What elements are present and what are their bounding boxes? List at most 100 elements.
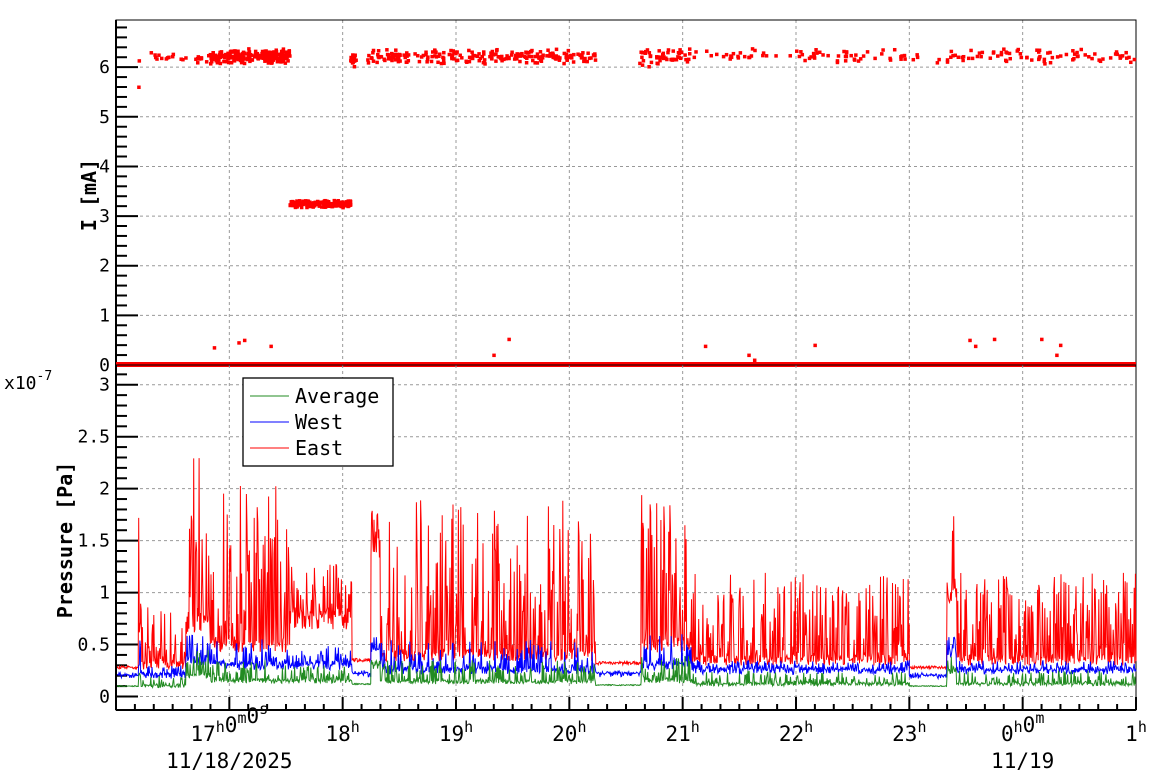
- current-point: [273, 56, 277, 61]
- current-point: [464, 59, 468, 64]
- current-point: [1019, 55, 1024, 60]
- time-tick-value: 0: [225, 713, 238, 737]
- current-point: [437, 54, 441, 58]
- current-point: [467, 59, 472, 64]
- time-tick-value: 21: [666, 722, 691, 746]
- current-point: [1124, 56, 1129, 60]
- current-point: [953, 53, 958, 58]
- current-point: [531, 58, 535, 63]
- current-point: [761, 51, 766, 55]
- current-point: [1129, 60, 1133, 65]
- current-point: [999, 52, 1004, 57]
- current-point: [527, 54, 531, 59]
- current-point: [263, 59, 267, 63]
- current-point: [815, 51, 819, 55]
- current-point: [549, 54, 553, 58]
- current-point: [346, 200, 350, 204]
- current-point: [945, 60, 950, 64]
- current-point: [687, 52, 692, 56]
- current-point: [585, 59, 589, 64]
- current-point: [469, 56, 473, 60]
- time-tick-unit: h: [216, 718, 225, 736]
- current-point: [137, 59, 142, 63]
- current-point: [437, 52, 442, 56]
- current-point: [383, 58, 387, 63]
- time-tick-value: 0: [1023, 713, 1036, 737]
- current-point: [211, 50, 215, 55]
- current-outlier-point: [813, 343, 817, 348]
- current-point: [234, 56, 238, 61]
- current-point: [371, 59, 376, 63]
- current-point: [512, 57, 517, 61]
- current-point: [996, 54, 1000, 58]
- current-point: [761, 53, 765, 58]
- current-point: [352, 59, 357, 63]
- time-tick-label: 23h: [892, 718, 926, 746]
- current-point: [366, 61, 371, 65]
- current-point: [347, 204, 351, 208]
- current-point: [246, 57, 250, 62]
- current-point: [980, 50, 985, 55]
- current-point: [811, 51, 816, 56]
- current-point: [513, 53, 518, 58]
- current-point: [287, 49, 292, 53]
- current-point: [194, 57, 198, 62]
- current-point: [255, 55, 259, 59]
- current-point: [331, 201, 336, 206]
- current-point: [960, 55, 964, 60]
- current-point: [580, 52, 584, 57]
- current-point: [988, 56, 993, 60]
- current-point: [237, 52, 241, 57]
- current-point: [497, 55, 502, 59]
- current-point: [247, 47, 251, 51]
- current-point: [379, 55, 384, 59]
- current-point: [442, 61, 446, 66]
- current-point: [873, 56, 877, 61]
- current-point: [238, 58, 243, 63]
- current-point: [353, 53, 357, 58]
- current-point: [1127, 55, 1131, 60]
- current-point: [692, 55, 697, 60]
- current-point: [533, 61, 537, 65]
- current-point: [738, 51, 743, 55]
- current-point: [1004, 58, 1008, 63]
- current-point: [843, 59, 848, 63]
- current-point: [515, 53, 520, 58]
- current-point: [502, 57, 506, 62]
- current-point: [1115, 52, 1119, 57]
- current-point: [271, 57, 276, 61]
- current-point: [899, 57, 903, 61]
- current-point: [1064, 52, 1069, 57]
- current-point: [1114, 50, 1119, 54]
- current-point: [239, 60, 244, 65]
- current-point: [398, 59, 402, 63]
- legend-label-average: Average: [295, 384, 379, 408]
- current-point: [406, 59, 411, 63]
- current-point: [892, 47, 897, 52]
- current-point: [683, 53, 687, 57]
- time-tick-label: 17h0m0s: [190, 700, 268, 746]
- current-point: [1075, 50, 1079, 55]
- current-point: [709, 53, 714, 58]
- current-outlier-point: [237, 341, 241, 345]
- current-point: [209, 56, 214, 60]
- current-point: [961, 58, 965, 63]
- current-point: [852, 57, 857, 61]
- current-point: [394, 53, 399, 58]
- current-point: [455, 58, 460, 63]
- current-point: [1037, 56, 1042, 60]
- current-point: [854, 53, 858, 57]
- current-point: [880, 52, 884, 56]
- current-point: [452, 50, 456, 55]
- current-point: [1132, 57, 1137, 62]
- current-point: [1042, 57, 1047, 62]
- current-point: [376, 49, 381, 53]
- current-point: [339, 201, 344, 206]
- current-point: [671, 49, 676, 53]
- current-point: [821, 53, 825, 57]
- current-point: [478, 56, 483, 61]
- current-point: [540, 54, 544, 59]
- current-point: [645, 48, 650, 52]
- current-point: [747, 55, 751, 60]
